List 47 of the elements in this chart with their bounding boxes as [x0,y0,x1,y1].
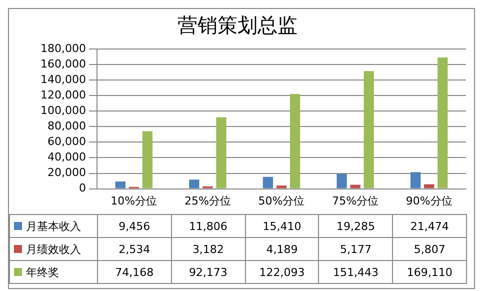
bar [290,94,300,188]
legend-label: 年终奖 [26,266,59,278]
bar [410,172,421,188]
data-label: 9,456 [98,214,172,238]
legend-label: 月基本收入 [26,220,81,232]
y-tick-label: 100,000 [40,104,86,117]
data-label: 169,110 [392,260,466,284]
bar [142,131,153,188]
chart-title: 营销策划总监 [178,13,298,38]
legend-label: 月绩效收入 [26,242,81,256]
x-tick-label: 10%分位 [110,194,158,208]
data-label: 92,173 [171,260,246,284]
y-tick-label: 80,000 [48,120,86,133]
data-label: 3,182 [171,238,246,260]
data-label: 19,285 [318,214,393,238]
data-label: 122,093 [245,260,319,284]
data-label: 5,807 [392,238,466,260]
y-tick-label: 60,000 [48,135,86,148]
bar [424,184,434,188]
bar [350,184,360,188]
data-label: 151,443 [318,260,393,284]
y-tick-label: 40,000 [48,150,86,164]
y-tick-label: 160,000 [40,57,86,70]
data-label: 4,189 [245,238,319,260]
bar [276,186,287,188]
bar [189,180,200,188]
bar [216,117,226,188]
y-tick-label: 120,000 [40,88,86,102]
data-label: 2,534 [98,238,172,260]
data-label: 21,474 [392,214,466,238]
x-tick-label: 75%分位 [332,194,379,208]
bar [438,57,448,188]
x-tick-label: 25%分位 [184,194,231,208]
y-tick-label: 180,000 [40,42,86,55]
bar [262,176,274,188]
data-label: 11,806 [171,214,246,238]
data-label: 15,410 [245,214,319,238]
data-label: 74,168 [98,260,172,284]
y-tick-label: 140,000 [40,72,86,86]
x-tick-label: 90%分位 [406,194,452,208]
y-tick-label: 0 [79,182,86,195]
bar [364,71,374,188]
x-tick-label: 50%分位 [258,194,305,208]
y-tick-label: 20,000 [48,166,86,180]
bar [336,174,347,188]
data-label: 5,177 [318,238,393,260]
bar [115,181,126,188]
